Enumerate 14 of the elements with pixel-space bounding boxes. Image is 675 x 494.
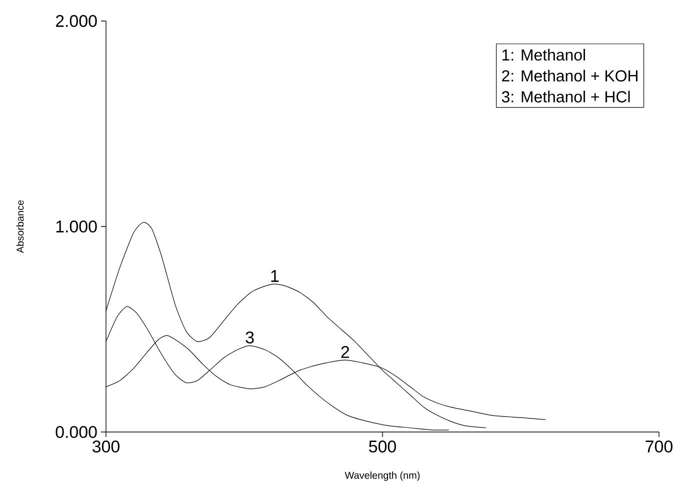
- series-label: 3: [246, 331, 254, 344]
- annotation: 2: Methanol + KOH: [502, 70, 638, 82]
- y-tick-label: 0.000: [56, 426, 97, 438]
- annotation: 3: Methanol + HCl: [502, 90, 630, 102]
- y-tick-label: 2.000: [56, 14, 97, 27]
- y-tick-label: 1.000: [56, 220, 97, 232]
- x-axis-title: Wavelength (nm): [344, 472, 420, 481]
- series-label: 1: [271, 270, 279, 282]
- series-label: 2: [341, 346, 350, 358]
- annotation: 1: Methanol: [502, 48, 585, 61]
- x-tick-label: 300: [92, 440, 120, 453]
- x-tick-label: 500: [369, 440, 396, 453]
- y-axis-title: Absorbance: [16, 200, 24, 254]
- x-tick-label: 700: [646, 440, 672, 453]
